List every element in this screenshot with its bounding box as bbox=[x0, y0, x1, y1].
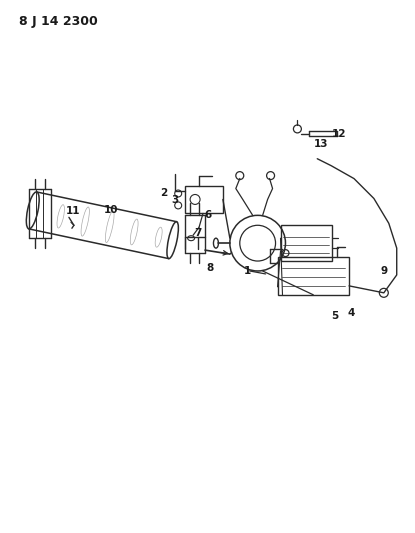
Text: 5: 5 bbox=[332, 311, 339, 321]
Bar bbox=[281, 225, 332, 261]
Bar bbox=[185, 185, 223, 213]
Text: 4: 4 bbox=[347, 308, 355, 318]
Bar bbox=[278, 257, 349, 295]
Text: 3: 3 bbox=[171, 196, 179, 205]
Text: 8 J 14 2300: 8 J 14 2300 bbox=[19, 15, 98, 28]
Text: 9: 9 bbox=[380, 266, 387, 276]
Text: 12: 12 bbox=[332, 129, 347, 139]
Text: 13: 13 bbox=[314, 139, 329, 149]
Text: 8: 8 bbox=[206, 263, 214, 273]
Text: 7: 7 bbox=[194, 228, 202, 238]
Text: 11: 11 bbox=[66, 206, 80, 216]
Text: 2: 2 bbox=[160, 189, 167, 198]
Text: 1: 1 bbox=[244, 266, 251, 276]
Text: 10: 10 bbox=[103, 205, 118, 215]
Text: 6: 6 bbox=[204, 211, 212, 220]
